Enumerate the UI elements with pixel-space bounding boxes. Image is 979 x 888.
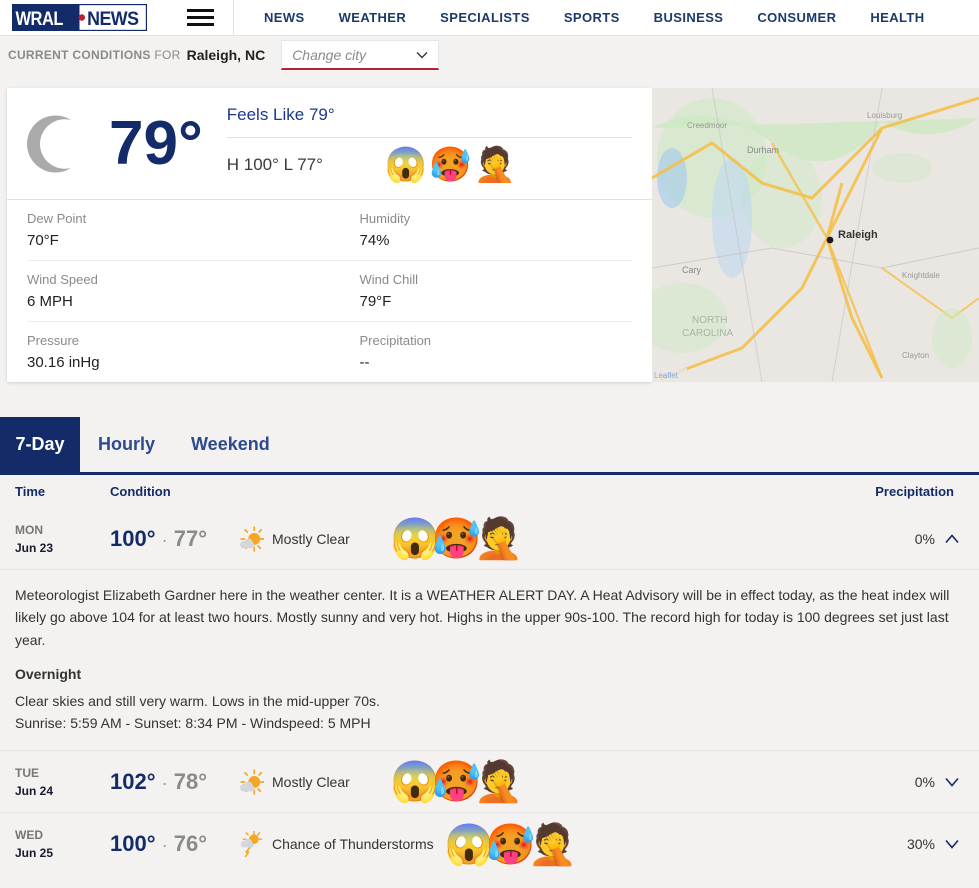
svg-text:Clayton: Clayton [902, 351, 929, 360]
svg-text:Durham: Durham [747, 145, 779, 155]
svg-text:Creedmoor: Creedmoor [687, 121, 727, 130]
svg-text:Cary: Cary [682, 265, 702, 275]
svg-text:WRAL: WRAL [16, 8, 64, 30]
svg-text:Louisburg: Louisburg [867, 111, 902, 120]
svg-text:Knightdale: Knightdale [902, 271, 940, 280]
svg-text:NEWS: NEWS [87, 7, 138, 29]
svg-text:Leaflet: Leaflet [654, 371, 679, 380]
svg-text:CAROLINA: CAROLINA [682, 328, 733, 339]
svg-text:Raleigh: Raleigh [838, 229, 878, 241]
svg-text:NORTH: NORTH [692, 315, 727, 326]
